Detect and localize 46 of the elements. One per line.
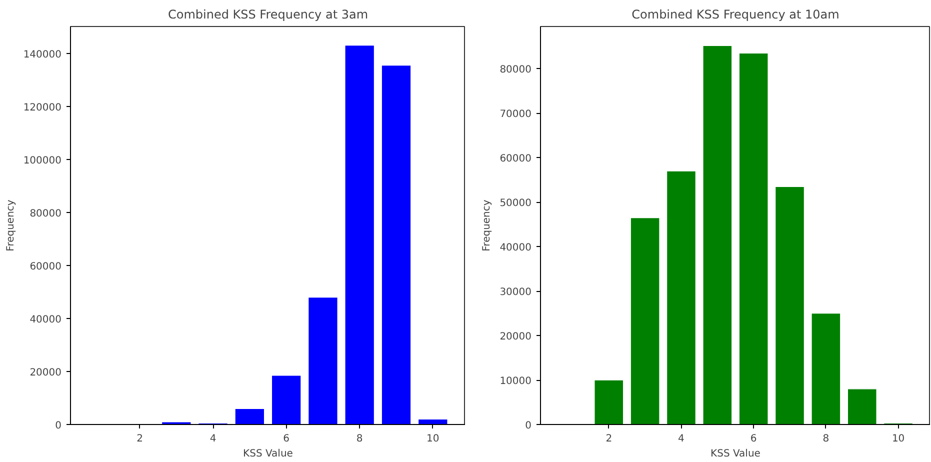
y-tick-label: 80000 (30, 208, 62, 220)
y-axis-title: Frequency (5, 200, 16, 252)
chart-title: Combined KSS Frequency at 3am (168, 8, 368, 22)
y-tick-label: 60000 (30, 261, 62, 272)
x-tick-label: 8 (822, 434, 830, 444)
x-tick-label: 6 (283, 434, 290, 444)
x-axis-title: KSS Value (243, 448, 293, 460)
chart-title: Combined KSS Frequency at 10am (632, 8, 840, 22)
y-tick-label: 10000 (500, 376, 532, 388)
y-axis-title: Frequency (482, 200, 493, 252)
bar (594, 380, 624, 424)
y-tick-label: 70000 (500, 109, 532, 120)
bar (344, 44, 375, 424)
x-tick-label: 8 (356, 434, 363, 444)
bar (381, 64, 412, 424)
y-tick-label: 30000 (500, 287, 532, 298)
bar (847, 388, 877, 424)
x-tick-label: 2 (136, 434, 143, 444)
y-tick-label: 60000 (500, 154, 532, 165)
x-tick-label: 4 (678, 434, 684, 444)
y-tick-label: 50000 (500, 198, 532, 210)
bar (271, 375, 302, 424)
bar (234, 408, 265, 424)
y-tick-label: 80000 (500, 64, 532, 76)
bar (774, 186, 805, 424)
bar (738, 52, 768, 424)
bar (666, 170, 696, 424)
y-tick-label: 140000 (23, 49, 62, 60)
x-tick-label: 10 (892, 434, 905, 444)
x-axis-title: KSS Value (710, 448, 760, 460)
y-tick-label: 120000 (23, 102, 62, 114)
y-tick-label: 40000 (30, 314, 62, 326)
bar (702, 45, 732, 424)
y-tick-label: 0 (525, 420, 532, 432)
y-tick-label: 40000 (500, 242, 532, 254)
y-tick-label: 20000 (500, 332, 532, 343)
y-tick-label: 20000 (30, 367, 62, 378)
bar (630, 217, 660, 424)
x-tick-label: 6 (750, 434, 757, 444)
bar (811, 312, 841, 424)
x-tick-label: 4 (210, 434, 216, 444)
y-tick-label: 100000 (23, 155, 62, 166)
bar (308, 296, 338, 424)
x-tick-label: 2 (606, 434, 612, 444)
y-tick-label: 0 (55, 420, 62, 432)
x-tick-label: 10 (426, 434, 440, 444)
